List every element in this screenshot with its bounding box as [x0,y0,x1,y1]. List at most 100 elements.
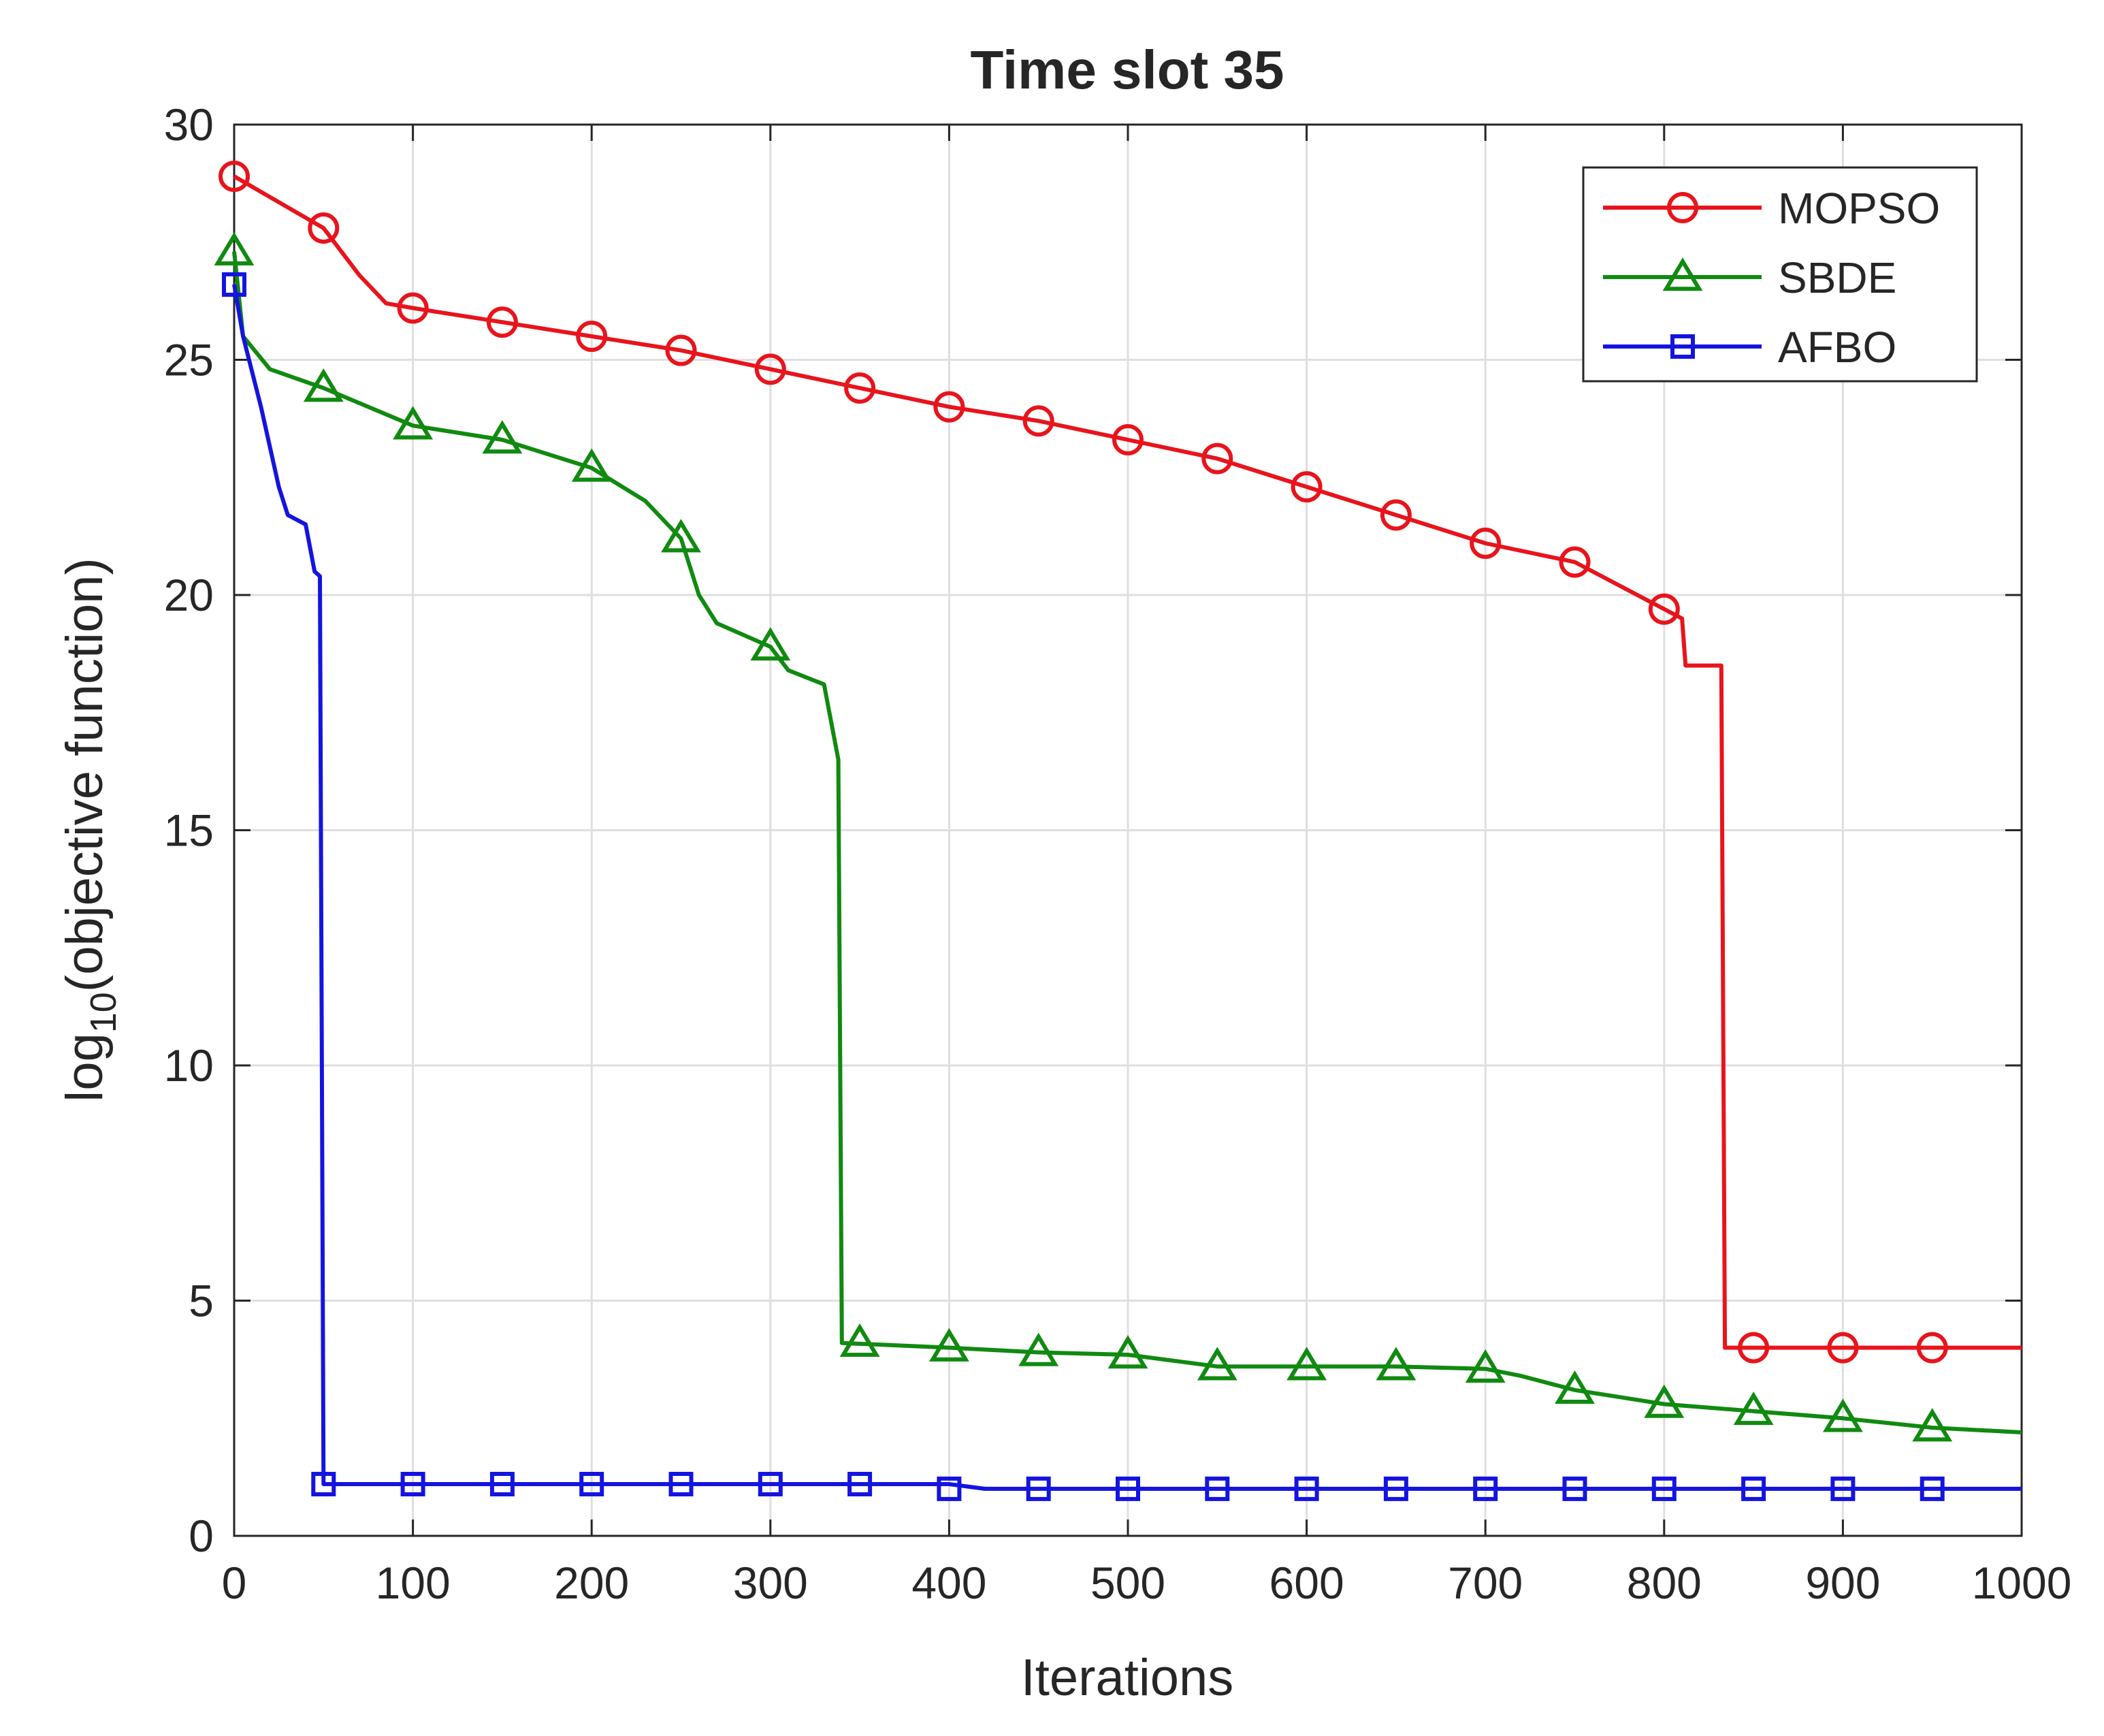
data-point-mopso [1738,1332,1770,1364]
chart-title: Time slot 35 [971,39,1284,100]
data-point-sbde [1286,1347,1327,1381]
data-point-afbo [937,1476,962,1501]
series-mopso [219,161,2022,1364]
data-point-afbo [400,1471,425,1496]
data-point-afbo [311,1471,336,1496]
data-point-mopso [1648,593,1680,625]
data-point-mopso [308,212,340,244]
series-sbde [214,231,2022,1442]
data-point-sbde [750,627,791,661]
data-point-mopso [1112,423,1144,455]
data-point-mopso [1380,499,1412,531]
data-point-mopso [754,353,786,385]
data-point-mopso [1201,443,1233,475]
y-axis-label-rest: (objective function) [56,558,114,992]
data-point-mopso [1827,1332,1859,1364]
x-tick-label: 500 [1090,1558,1165,1608]
data-point-afbo [847,1471,873,1496]
y-tick-label: 0 [189,1511,214,1561]
data-point-sbde [661,519,701,553]
data-point-mopso [219,161,250,193]
y-tick-label: 30 [164,99,214,150]
series-line-afbo [232,284,2022,1491]
legend: MOPSO SBDE AFBO [1582,166,1978,383]
data-point-afbo [1920,1476,1945,1501]
data-point-afbo [1473,1476,1498,1501]
x-tick-label: 900 [1805,1558,1880,1608]
y-tick-label: 20 [164,570,214,620]
data-point-sbde [1107,1335,1148,1369]
data-point-mopso [576,320,608,352]
data-point-afbo [1116,1476,1140,1501]
data-point-sbde [303,368,344,402]
legend-label-afbo: AFBO [1778,323,1896,372]
data-point-sbde [1822,1398,1863,1432]
data-point-afbo [1562,1476,1587,1501]
x-tick-label: 200 [554,1558,629,1608]
data-point-mopso [397,292,429,324]
series-afbo [222,272,2022,1501]
series-line-sbde [232,251,2022,1434]
data-point-sbde [1465,1349,1506,1383]
data-point-mopso [665,334,697,366]
data-point-sbde [393,406,434,440]
data-point-mopso [1559,546,1591,578]
data-point-mopso [1916,1332,1948,1364]
legend-label-mopso: MOPSO [1778,184,1940,233]
data-point-sbde [1018,1332,1059,1366]
data-point-sbde [482,420,523,454]
data-point-sbde [1644,1384,1685,1418]
legend-marker-sbde [1662,257,1703,291]
data-point-mopso [933,391,965,423]
x-tick-label: 700 [1448,1558,1523,1608]
x-tick-label: 1000 [1972,1558,2072,1608]
data-point-sbde [1376,1347,1417,1381]
x-axis-ticks: 0 100 200 300 400 500 600 700 800 900 1000 [222,125,2072,1608]
data-point-afbo [1294,1476,1319,1501]
data-point-sbde [928,1328,969,1362]
legend-marker-afbo [1670,334,1695,359]
legend-marker-mopso [1667,192,1698,223]
data-point-mopso [486,306,518,338]
y-tick-label: 15 [164,805,214,856]
x-tick-label: 800 [1627,1558,1702,1608]
y-tick-label: 10 [164,1040,214,1091]
data-point-afbo [1205,1476,1230,1501]
y-tick-label: 5 [189,1276,214,1326]
y-tick-label: 25 [164,335,214,385]
x-tick-label: 100 [376,1558,451,1608]
data-point-afbo [222,272,246,297]
y-axis-label-log: log [56,1033,114,1102]
x-tick-label: 0 [222,1558,247,1608]
series-line-mopso [233,174,2022,1350]
data-point-sbde [214,231,255,266]
data-point-sbde [839,1323,880,1357]
data-point-afbo [1026,1476,1051,1501]
data-point-afbo [1741,1476,1766,1501]
data-point-sbde [1555,1370,1595,1404]
data-point-afbo [1383,1476,1408,1501]
y-axis-label: log10(objective function) [56,558,124,1102]
x-tick-label: 300 [733,1558,808,1608]
data-point-mopso [1022,405,1054,437]
data-point-afbo [1830,1476,1856,1501]
data-point-mopso [844,372,876,404]
data-point-afbo [579,1471,604,1496]
data-point-afbo [758,1471,783,1496]
data-point-mopso [1291,471,1323,503]
x-tick-label: 400 [911,1558,986,1608]
data-point-sbde [571,448,612,482]
data-point-afbo [668,1471,694,1496]
legend-label-sbde: SBDE [1778,253,1896,302]
x-tick-label: 600 [1269,1558,1344,1608]
series-layer [214,161,2022,1501]
data-point-sbde [1912,1408,1953,1442]
y-axis-ticks: 0 5 10 15 20 25 30 [164,99,2022,1561]
data-point-sbde [1197,1347,1237,1381]
x-axis-label: Iterations [1021,1649,1234,1707]
data-point-afbo [489,1471,515,1496]
data-point-afbo [1651,1476,1677,1501]
y-axis-label-subscript: 10 [83,992,124,1033]
data-point-mopso [1470,527,1502,559]
